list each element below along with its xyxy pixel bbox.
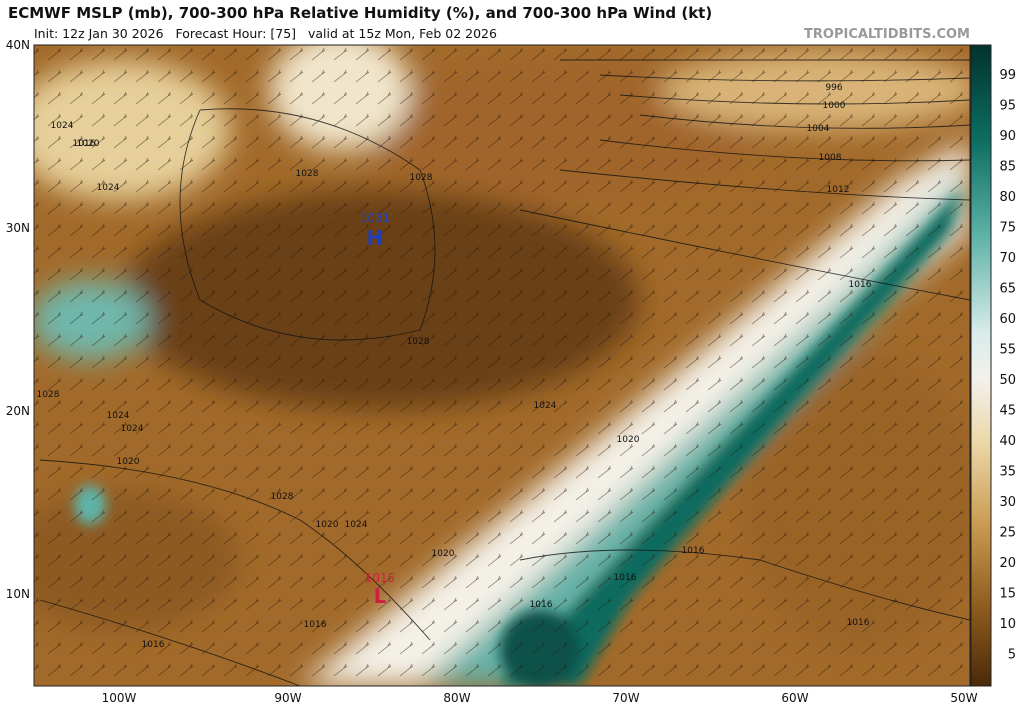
lon-label: 50W bbox=[950, 691, 977, 705]
pressure-value: 1015 bbox=[365, 571, 396, 585]
lon-label: 70W bbox=[612, 691, 639, 705]
colorbar-label: 60 bbox=[999, 312, 1016, 327]
isobar-label: 1004 bbox=[807, 124, 830, 134]
pressure-value: 1031 bbox=[360, 211, 391, 225]
colorbar-label: 99 bbox=[999, 68, 1016, 83]
subtitle: Init: 12z Jan 30 2026 Forecast Hour: [75… bbox=[34, 26, 497, 41]
colorbar-label: 95 bbox=[999, 99, 1016, 114]
colorbar-label: 85 bbox=[999, 160, 1016, 175]
pressure-symbol: H bbox=[367, 226, 384, 250]
colorbar-label: 10 bbox=[999, 617, 1016, 632]
lat-label: 30N bbox=[6, 221, 30, 235]
colorbar-label: 70 bbox=[999, 251, 1016, 266]
isobar-label: 1016 bbox=[142, 640, 165, 650]
isobar-label: 1020 bbox=[77, 139, 100, 149]
lat-label: 40N bbox=[6, 38, 30, 52]
isobar-label: 1016 bbox=[614, 573, 637, 583]
lon-label: 100W bbox=[102, 691, 137, 705]
colorbar-label: 25 bbox=[999, 526, 1016, 541]
lon-label: 80W bbox=[443, 691, 470, 705]
colorbar-label: 75 bbox=[999, 221, 1016, 236]
isobar-label: 1024 bbox=[107, 411, 130, 421]
isobar-label: 1012 bbox=[827, 185, 850, 195]
colorbar-label: 55 bbox=[999, 343, 1016, 358]
colorbar-label: 15 bbox=[999, 587, 1016, 602]
lon-label: 90W bbox=[274, 691, 301, 705]
map-frame bbox=[33, 44, 971, 687]
isobar-label: 1016 bbox=[304, 620, 327, 630]
lat-label: 10N bbox=[6, 587, 30, 601]
isobar-label: 1028 bbox=[296, 169, 319, 179]
pressure-symbol: L bbox=[374, 584, 387, 608]
isobar-label: 1008 bbox=[819, 153, 842, 163]
isobar-label: 1028 bbox=[271, 492, 294, 502]
isobar-label: 1020 bbox=[117, 457, 140, 467]
colorbar-label: 5 bbox=[1008, 648, 1016, 663]
colorbar bbox=[970, 44, 992, 687]
isobar-label: 1020 bbox=[432, 549, 455, 559]
lat-label: 20N bbox=[6, 404, 30, 418]
colorbar-label: 30 bbox=[999, 495, 1016, 510]
isobar-label: 1028 bbox=[407, 337, 430, 347]
colorbar-label: 90 bbox=[999, 129, 1016, 144]
isobar-label: 1016 bbox=[682, 546, 705, 556]
isobar-label: 1016 bbox=[849, 280, 872, 290]
isobar-label: 1024 bbox=[534, 401, 557, 411]
colorbar-label: 45 bbox=[999, 404, 1016, 419]
isobar-label: 1016 bbox=[530, 600, 553, 610]
isobar-label: 1024 bbox=[51, 121, 74, 131]
isobar-label: 1016 bbox=[847, 618, 870, 628]
colorbar-label: 35 bbox=[999, 465, 1016, 480]
labels: 40N 30N 20N 10N 100W 90W 80W 70W 60W 50W 99 95 90 85 8… bbox=[6, 38, 1016, 705]
isobar-label: 1028 bbox=[37, 390, 60, 400]
isobar-label: 1020 bbox=[316, 520, 339, 530]
isobar-label: 1000 bbox=[823, 101, 846, 111]
colorbar-label: 50 bbox=[999, 373, 1016, 388]
isobar-label: 1024 bbox=[121, 424, 144, 434]
isobar-label: 1028 bbox=[410, 173, 433, 183]
colorbar-label: 20 bbox=[999, 556, 1016, 571]
isobar-label: 1024 bbox=[97, 183, 120, 193]
colorbar-label: 40 bbox=[999, 434, 1016, 449]
isobars bbox=[39, 59, 970, 686]
isobar-label: 1024 bbox=[345, 520, 368, 530]
map-field bbox=[34, 45, 970, 686]
colorbar-label: 65 bbox=[999, 282, 1016, 297]
colorbar-label: 80 bbox=[999, 190, 1016, 205]
lon-label: 60W bbox=[781, 691, 808, 705]
isobar-label: 1020 bbox=[617, 435, 640, 445]
isobar-label: 996 bbox=[825, 83, 842, 93]
title: ECMWF MSLP (mb), 700-300 hPa Relative Hu… bbox=[8, 4, 712, 22]
watermark: TROPICALTIDBITS.COM bbox=[804, 27, 970, 42]
isobar-label: 1016 bbox=[73, 139, 96, 149]
